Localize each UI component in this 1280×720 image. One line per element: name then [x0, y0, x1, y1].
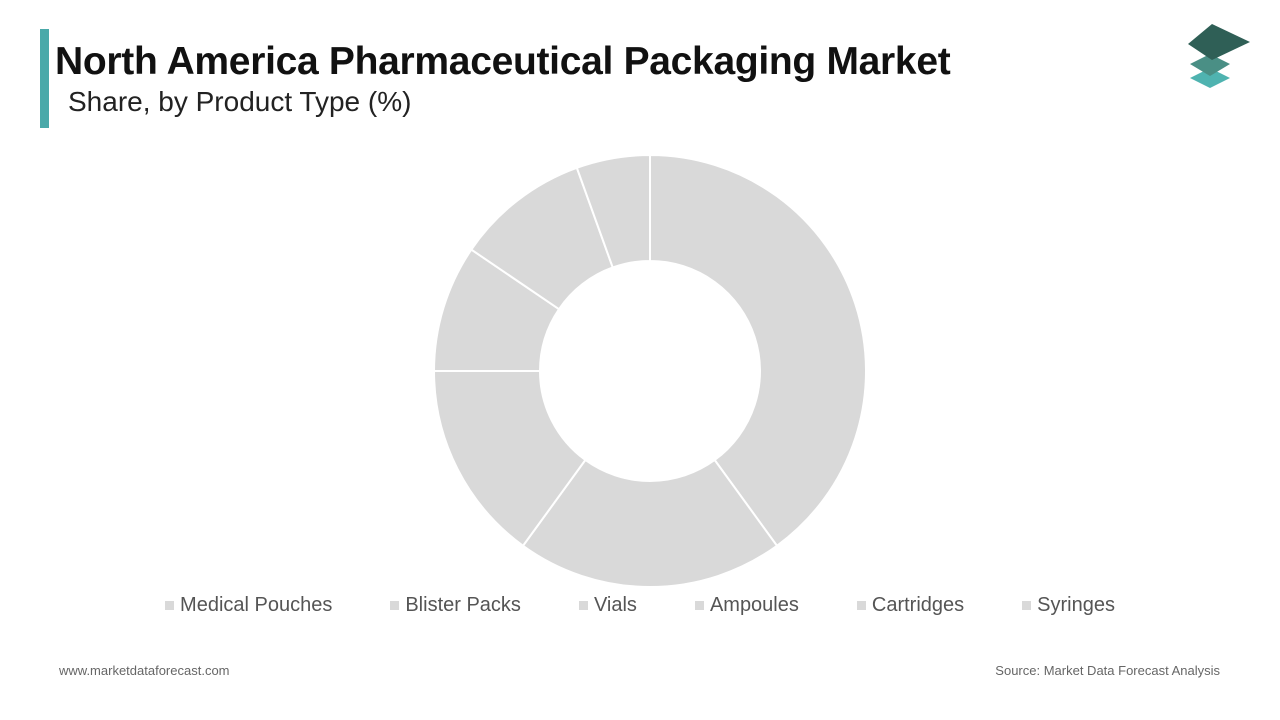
legend-label: Vials [593, 594, 637, 616]
legend-item: Medical Pouches [165, 594, 332, 617]
chart [432, 153, 867, 588]
legend-swatch [1022, 601, 1032, 610]
chart-subtitle: Share, by Product Type (%) [68, 86, 412, 117]
chart-title: North America Pharmaceutical Packaging M… [55, 40, 951, 83]
legend-item: Blister Packs [390, 594, 521, 617]
legend-item: Ampoules [694, 594, 799, 617]
legend-item: Syringes [1022, 594, 1115, 617]
legend: Medical Pouches Blister Packs Vials Ampoule… [0, 594, 1280, 617]
legend-label: Cartridges [871, 594, 965, 616]
logo [1188, 24, 1250, 88]
accent-bar [40, 29, 49, 128]
legend-label: Ampoules [709, 594, 799, 616]
legend-item: Vials [578, 594, 637, 617]
donut-slice [649, 153, 867, 548]
legend-label: Syringes [1037, 594, 1115, 616]
source: Source: Market Data Forecast Analysis [995, 663, 1220, 678]
donut-slice [575, 153, 651, 269]
legend-label: Blister Packs [405, 594, 521, 616]
legend-item: Cartridges [856, 594, 965, 617]
legend-swatch [578, 601, 588, 610]
legend-label: Medical Pouches [180, 594, 333, 616]
legend-swatch [390, 601, 400, 610]
legend-swatch [165, 601, 175, 610]
donut-slice [432, 370, 587, 548]
legend-swatch [856, 601, 866, 610]
legend-swatch [694, 601, 704, 610]
donut-slice [521, 458, 779, 588]
website: www.marketdataforecast.com [59, 663, 230, 678]
